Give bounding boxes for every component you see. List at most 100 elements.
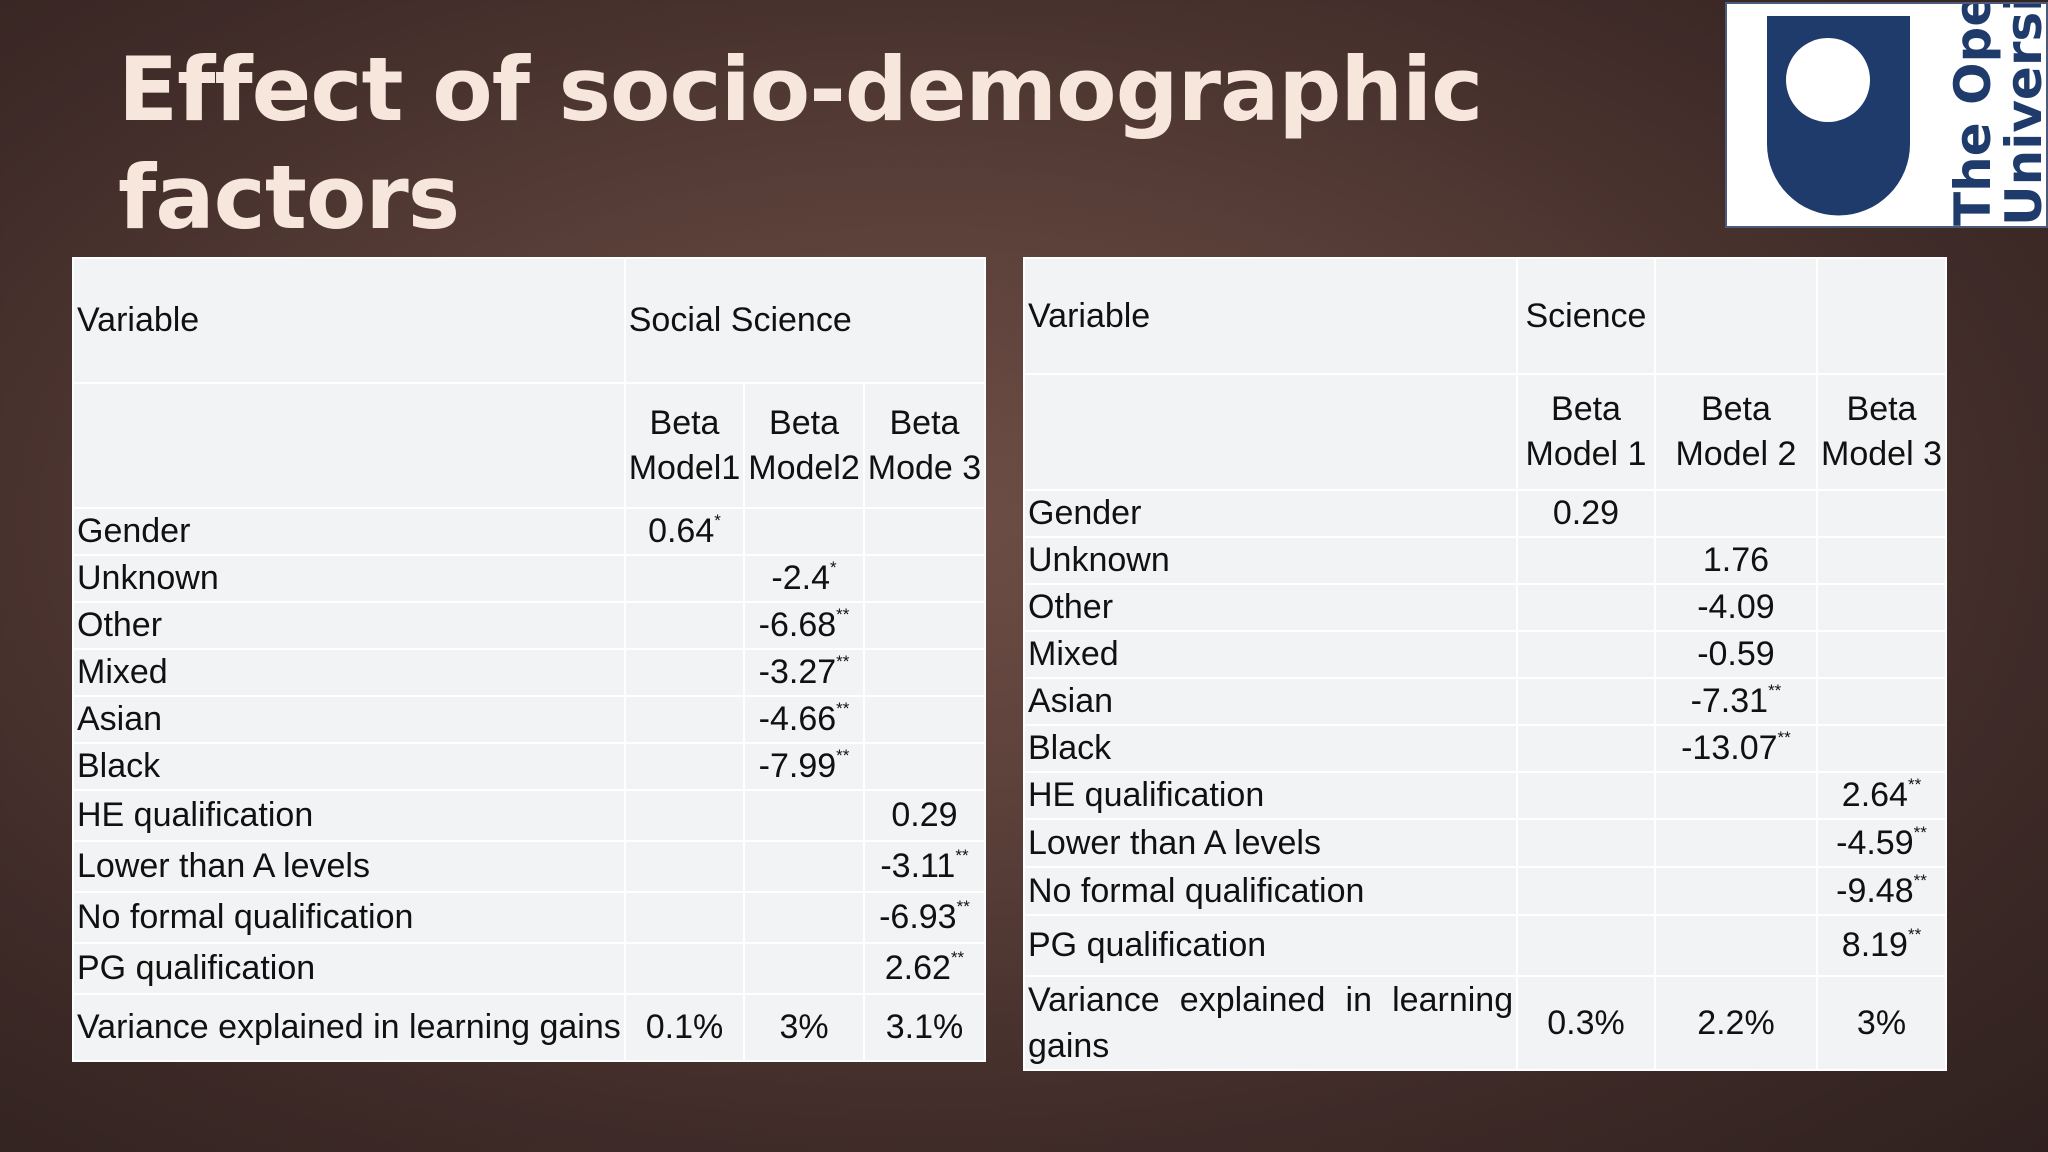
table-row: Unknown -2.4* bbox=[72, 554, 987, 603]
significance-marker: ** bbox=[836, 605, 850, 624]
beta-value: -4.09 bbox=[1697, 588, 1775, 626]
significance-marker: ** bbox=[1913, 870, 1927, 890]
open-university-logo: The Open University bbox=[1725, 2, 2048, 228]
variable-label: Black bbox=[1022, 724, 1519, 773]
beta-cell bbox=[623, 840, 746, 893]
beta-value: -6.68 bbox=[758, 606, 837, 644]
beta-cell bbox=[623, 742, 746, 791]
beta-cell: 0.29 bbox=[862, 789, 987, 842]
beta-cell: -9.48** bbox=[1816, 866, 1947, 916]
beta-cell bbox=[743, 840, 865, 893]
beta-cell bbox=[623, 789, 746, 842]
beta-value: -4.66 bbox=[758, 700, 837, 738]
beta-value: 2.62 bbox=[884, 949, 951, 987]
variable-label: Gender bbox=[72, 507, 626, 556]
empty-cell bbox=[72, 382, 626, 509]
beta-cell bbox=[1516, 583, 1656, 632]
beta-cell bbox=[1816, 630, 1947, 679]
beta-value: -2.4 bbox=[771, 559, 830, 597]
variance-value: 3% bbox=[743, 993, 865, 1062]
beta-cell: 2.64** bbox=[1816, 771, 1947, 820]
group-header: Science bbox=[1516, 257, 1656, 375]
empty-cell bbox=[1816, 257, 1947, 375]
table-row: Asian -4.66** bbox=[72, 695, 987, 744]
table-row: Lower than A levels -3.11** bbox=[72, 840, 987, 893]
model-header: Beta Model 2 bbox=[1653, 373, 1819, 491]
variable-label: No formal qualification bbox=[72, 891, 626, 944]
beta-cell: -3.27** bbox=[743, 648, 865, 697]
model-header-row: Beta Model1 Beta Model2 Beta Mode 3 bbox=[72, 382, 987, 509]
beta-value: -7.99 bbox=[758, 747, 837, 785]
beta-cell bbox=[862, 507, 987, 556]
beta-cell bbox=[1653, 866, 1819, 916]
beta-value: 1.76 bbox=[1702, 541, 1770, 579]
table-row: HE qualification 0.29 bbox=[72, 789, 987, 842]
significance-marker: ** bbox=[956, 897, 970, 916]
variable-label: PG qualification bbox=[72, 942, 626, 995]
table-row: Other -6.68** bbox=[72, 601, 987, 650]
model-header-line: Model 1 bbox=[1525, 435, 1647, 473]
science-table: Variable Science Beta Model 1 Beta Model 2… bbox=[1022, 257, 1947, 1071]
beta-value: -4.59 bbox=[1836, 823, 1914, 862]
model-header: Beta Model 1 bbox=[1516, 373, 1656, 491]
beta-cell bbox=[1516, 818, 1656, 868]
table-row: Unknown 1.76 bbox=[1022, 536, 1947, 585]
model-header-row: Beta Model 1 Beta Model 2 Beta Model 3 bbox=[1022, 373, 1947, 491]
significance-marker: ** bbox=[955, 846, 969, 865]
beta-cell bbox=[1516, 677, 1656, 726]
variable-label: Other bbox=[1022, 583, 1519, 632]
beta-cell bbox=[1653, 818, 1819, 868]
table-row: Other -4.09 bbox=[1022, 583, 1947, 632]
beta-cell bbox=[1516, 914, 1656, 977]
beta-cell bbox=[1516, 724, 1656, 773]
model-header: Beta Model2 bbox=[743, 382, 865, 509]
science-table-body: Variable Science Beta Model 1 Beta Model 2… bbox=[1022, 257, 1947, 1071]
beta-cell: 0.29 bbox=[1516, 489, 1656, 538]
variable-label: Mixed bbox=[72, 648, 626, 697]
model-header-line: Beta bbox=[889, 403, 960, 442]
beta-cell bbox=[743, 891, 865, 944]
beta-value: 0.64 bbox=[648, 512, 715, 550]
header-row: Variable Social Science bbox=[72, 257, 987, 384]
table-row: Lower than A levels -4.59** bbox=[1022, 818, 1947, 868]
beta-cell: -6.68** bbox=[743, 601, 865, 650]
beta-cell bbox=[1653, 771, 1819, 820]
table-row: No formal qualification -9.48** bbox=[1022, 866, 1947, 916]
table-row: Mixed -3.27** bbox=[72, 648, 987, 697]
beta-cell bbox=[862, 742, 987, 791]
beta-cell bbox=[1816, 536, 1947, 585]
beta-cell: -4.66** bbox=[743, 695, 865, 744]
beta-cell: 8.19** bbox=[1816, 914, 1947, 977]
variance-row: Variance explained in learning gains 0.3%… bbox=[1022, 975, 1947, 1071]
model-header-line: Mode 3 bbox=[867, 448, 982, 487]
beta-cell: -13.07** bbox=[1653, 724, 1819, 773]
group-header: Social Science bbox=[623, 257, 987, 384]
variable-label: Asian bbox=[72, 695, 626, 744]
table-row: PG qualification 8.19** bbox=[1022, 914, 1947, 977]
significance-marker: ** bbox=[836, 699, 850, 718]
beta-cell bbox=[623, 554, 746, 603]
beta-cell: -0.59 bbox=[1653, 630, 1819, 679]
table-row: HE qualification 2.64** bbox=[1022, 771, 1947, 820]
beta-cell: -7.99** bbox=[743, 742, 865, 791]
variable-label: Gender bbox=[1022, 489, 1519, 538]
variable-label: Other bbox=[72, 601, 626, 650]
significance-marker: ** bbox=[950, 948, 965, 967]
model-header-line: Beta bbox=[1551, 390, 1621, 428]
slide-title-line-2: factors bbox=[118, 146, 460, 249]
table-row: Gender 0.64* bbox=[72, 507, 987, 556]
beta-cell bbox=[1516, 536, 1656, 585]
model-header: Beta Model1 bbox=[623, 382, 746, 509]
beta-cell bbox=[623, 648, 746, 697]
beta-cell: -3.11** bbox=[862, 840, 987, 893]
beta-cell: 0.64* bbox=[623, 507, 746, 556]
social-science-table-body: Variable Social Science Beta Model1 Beta M… bbox=[72, 257, 987, 1062]
beta-value: -6.93 bbox=[879, 898, 957, 936]
variable-label: Lower than A levels bbox=[72, 840, 626, 893]
variable-label: Mixed bbox=[1022, 630, 1519, 679]
beta-value: 0.29 bbox=[1552, 494, 1620, 532]
model-header-line: Beta bbox=[769, 403, 839, 442]
beta-cell bbox=[1816, 583, 1947, 632]
significance-marker: ** bbox=[1913, 822, 1927, 842]
significance-marker: ** bbox=[836, 746, 850, 765]
